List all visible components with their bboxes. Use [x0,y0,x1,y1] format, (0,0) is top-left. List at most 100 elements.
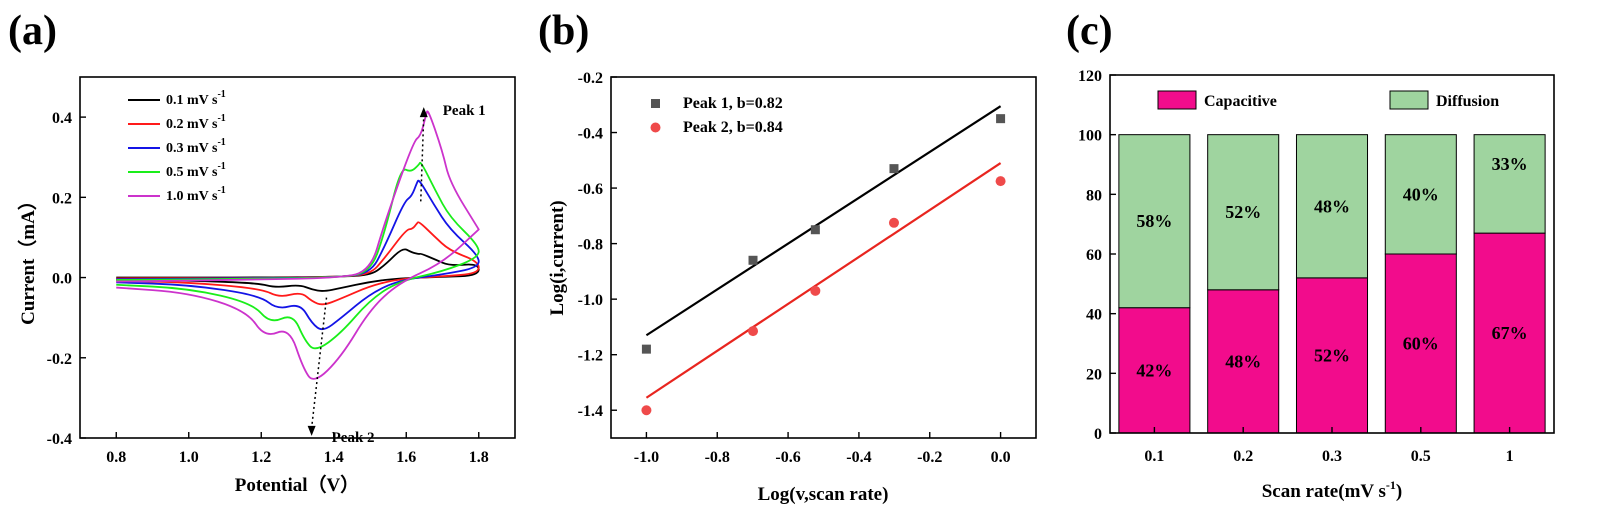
panel-a-legend-entry-2: 0.3 mV s-1 [166,137,226,156]
panel-b-point-peak2 [995,176,1006,187]
panel-c-bar-capacitive-0 [1118,307,1191,434]
panel-label-a: (a) [8,8,57,54]
panel-a-legend-sup-1: -1 [217,113,225,124]
panel-c-legend-label-0: Capacitive [1204,93,1277,110]
panel-b-legend-label-0: Peak 1, b=0.82 [683,95,783,112]
panel-b-point-peak1 [996,114,1006,124]
panel-a-legend-label-4: 1.0 mV s [166,189,218,204]
panel-b-frame [610,76,1037,439]
panel-a-xtick-label: 1.6 [396,449,416,466]
panel-b-legend-label-1: Peak 2, b=0.84 [683,119,783,136]
panel-c-bar-diffusion-3 [1384,134,1457,255]
panel-c-ytick-label: 40 [1086,307,1102,324]
panel-c-label-capacitive-2: 52% [1314,345,1350,365]
panel-c-bar-diffusion-4 [1473,134,1546,234]
panel-a-frame [79,76,516,439]
panel-c-legend-label-1: Diffusion [1436,93,1499,110]
panel-a-ytick-label: 0.4 [52,110,72,127]
panel-c-bar-diffusion-0 [1118,134,1191,309]
panel-a-curve-3 [116,161,480,350]
panel-a-curves [116,110,480,380]
peak-2-arrow-head [307,425,316,436]
panel-b-ytick-label: -0.6 [578,181,603,198]
panel-c-label-capacitive-1: 48% [1225,351,1261,371]
panel-c-legend: Capacitive Diffusion [1157,90,1499,110]
panel-a-xtick-label: 1.4 [324,449,344,466]
peak-2-dotted-line [310,297,328,428]
panel-c-label-diffusion-1: 52% [1225,202,1261,222]
panel-a-legend-sup-2: -1 [217,137,225,148]
panel-c-bar-capacitive-4 [1473,232,1546,434]
panel-b-ytick-label: -1.4 [578,403,603,420]
panel-c-ytick-label: 20 [1086,366,1102,383]
panel-b-xtick-label: -0.4 [846,449,871,466]
panel-c-bar-diffusion-1 [1207,134,1280,291]
panel-c-legend-swatch-1 [1389,90,1429,110]
panel-b-ytick-label: -0.8 [578,237,603,254]
panel-a-ylabel: Current（mA） [16,191,39,325]
panel-a-chart: 0.8 1.0 1.2 1.4 1.6 1.8 -0.4 -0.2 0.0 0.2 0.4 0.1 … [16,76,516,496]
panel-b-point-peak2 [641,405,652,416]
peak-1-dotted-line [420,115,425,202]
panel-a-legend-entry-3: 0.5 mV s-1 [166,161,226,180]
panel-a-xtick-label: 1.0 [179,449,199,466]
panel-c-ytick-label: 80 [1086,187,1102,204]
panel-b-ylabel: Log(i,current) [547,200,568,315]
panel-b-xtick-label: -0.6 [775,449,800,466]
panel-b-point-peak2 [888,217,899,228]
panel-b-points [641,114,1006,416]
peak-2-label: Peak 2 [332,430,375,446]
panel-b-point-peak2 [748,326,759,337]
panel-a-legend-sup-4: -1 [217,185,225,196]
panel-b-ytick-label: -1.2 [578,348,603,365]
panel-a-legend-sup-0: -1 [217,89,225,100]
panel-a-curve-1 [116,221,480,306]
panel-c-xtick-label-1: 0.2 [1233,448,1253,465]
panel-c-xtick-label-3: 0.5 [1411,448,1431,465]
panel-b-fit-line-1 [645,162,1002,399]
panel-c-chart: 42% 58% 48% 52% 52% 48% 60% 40% 67% 33% 0.1 0.2 0.3… [1078,68,1555,502]
panel-c-label-capacitive-0: 42% [1136,360,1172,380]
panel-a-legend-label-1: 0.2 mV s [166,117,218,132]
panel-b-xtick-label: -0.8 [705,449,730,466]
panel-c-xlabel-main: Scan rate(mV s [1262,481,1386,502]
panel-c-label-diffusion-0: 58% [1136,211,1172,231]
panel-a-axes: 0.8 1.0 1.2 1.4 1.6 1.8 -0.4 -0.2 0.0 0.2 0.4 [47,110,489,466]
panel-c-bar-capacitive-1 [1207,289,1280,434]
panel-c-ytick-label: 100 [1078,128,1102,145]
panel-c-bars: 42% 58% 48% 52% 52% 48% 60% 40% 67% 33% [1118,134,1546,434]
panel-c-xlabel-sup: -1 [1386,478,1396,492]
panel-c-ytick-label: 60 [1086,247,1102,264]
panel-c-ytick-label: 0 [1094,426,1102,443]
panel-b-ytick-label: -0.2 [578,70,603,87]
panel-a-legend-entry-4: 1.0 mV s-1 [166,185,226,204]
panel-a-ytick-label: -0.4 [47,431,72,448]
panel-b-point-peak2 [810,285,821,296]
panel-c-xtick-label-0: 0.1 [1144,448,1164,465]
panel-a-ytick-label: 0.2 [52,190,72,207]
panel-a-legend-entry-0: 0.1 mV s-1 [166,89,226,108]
panel-c-legend-swatch-0 [1157,90,1197,110]
peak-1-arrow-head [419,107,428,118]
panel-label-c: (c) [1066,8,1113,54]
panel-c-xtick-label-2: 0.3 [1322,448,1342,465]
panel-b-fits [645,105,1002,399]
panel-c-bar-capacitive-2 [1295,277,1369,434]
panel-label-b: (b) [538,8,589,54]
panel-c-label-diffusion-4: 33% [1492,154,1528,174]
panel-b-fit-line-0 [645,105,1002,337]
panel-a-xtick-label: 0.8 [106,449,126,466]
peak-1-label: Peak 1 [443,103,486,119]
panel-a-annotations: Peak 1 Peak 2 [307,103,486,446]
panel-a-ytick-label: 0.0 [52,271,72,288]
panel-a-xtick-label: 1.2 [251,449,271,466]
panel-c-xlabel-end: ) [1396,481,1402,502]
panel-b-legend-marker-0 [651,99,660,108]
panel-b-point-peak1 [810,225,820,235]
panel-a-curve-0 [116,248,480,292]
panel-b-chart: -1.0 -0.8 -0.6 -0.4 -0.2 0.0 -1.4 -1.2 -1.0 -0.8 -… [547,70,1037,505]
panel-b-xtick-label: -1.0 [634,449,659,466]
panel-c-label-capacitive-4: 67% [1492,323,1528,343]
panel-a-legend-entry-1: 0.2 mV s-1 [166,113,226,132]
panel-c-xlabel: Scan rate(mV s-1) [1262,478,1403,502]
